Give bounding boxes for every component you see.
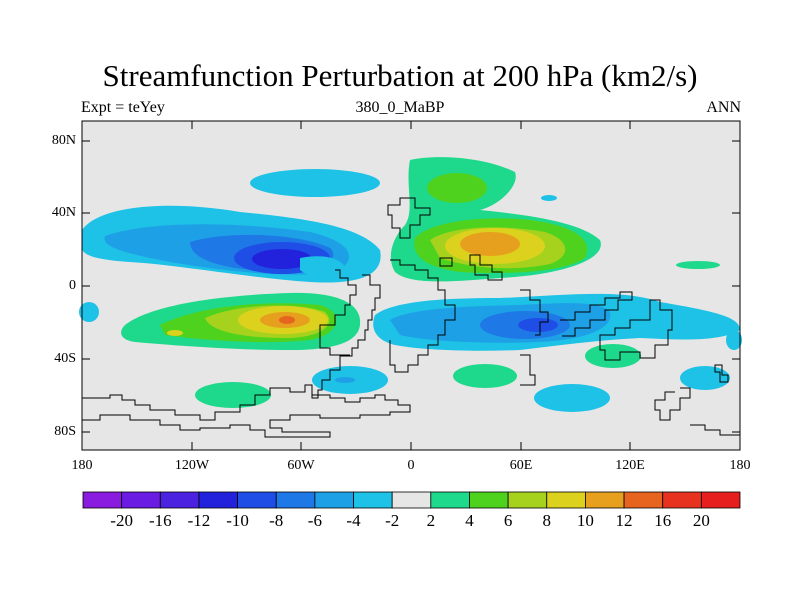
coastline-new-zealand bbox=[714, 364, 729, 383]
colorbar-label: 10 bbox=[576, 511, 594, 530]
contour-fills bbox=[79, 157, 742, 412]
colorbar-swatch bbox=[585, 491, 625, 509]
colorbar-swatch bbox=[700, 491, 741, 509]
colorbar-label: 4 bbox=[465, 511, 474, 530]
colorbar-label: -8 bbox=[269, 511, 284, 530]
colorbar-swatch bbox=[353, 491, 393, 509]
colorbar bbox=[82, 491, 741, 509]
lat-label-40n: 40N bbox=[51, 205, 76, 220]
colorbar-swatch bbox=[237, 491, 277, 509]
colorbar-swatch bbox=[275, 491, 316, 509]
coastline-south-america bbox=[311, 274, 381, 399]
contour-pos-south-indian bbox=[453, 364, 517, 388]
colorbar-label: -20 bbox=[110, 511, 133, 530]
contour-neg-north-pacific bbox=[250, 169, 380, 197]
colorbar-label: 20 bbox=[692, 511, 710, 530]
contour-pos-small-west bbox=[167, 330, 183, 336]
lat-label-eq: 0 bbox=[69, 278, 76, 293]
coastline-central-america bbox=[319, 269, 357, 356]
colorbar-label: 8 bbox=[542, 511, 552, 530]
coastline-east-coast bbox=[520, 354, 536, 386]
colorbar-label: -6 bbox=[307, 511, 322, 530]
lon-label-180w: 180 bbox=[71, 458, 93, 473]
coastline-africa bbox=[389, 259, 456, 373]
contour-pos-south-australia bbox=[585, 344, 641, 368]
contour-neg-band-north-east bbox=[300, 256, 346, 279]
colorbar-label: -16 bbox=[148, 511, 172, 530]
contour-pos-south-atlantic bbox=[195, 382, 271, 408]
contour-neg-indian-ocean-l4 bbox=[518, 318, 558, 332]
plot-title: Streamfunction Perturbation at 200 hPa (… bbox=[102, 58, 698, 93]
contour-pos-east-pacific bbox=[676, 261, 720, 269]
experiment-label: Expt = teYey bbox=[81, 99, 165, 116]
contour-pos-eurasia-north-l2 bbox=[427, 173, 487, 203]
coastlines bbox=[82, 197, 740, 438]
contour-neg-atlantic-core bbox=[335, 377, 355, 383]
colorbar-label: 6 bbox=[503, 511, 513, 530]
coastline-arabia bbox=[469, 254, 503, 281]
axis-ticks bbox=[82, 121, 740, 450]
lat-label-80n: 80N bbox=[51, 133, 76, 148]
lat-label-80s: 80S bbox=[54, 424, 76, 439]
coastline-antarctica-east bbox=[690, 424, 740, 436]
colorbar-label: 12 bbox=[615, 511, 633, 530]
coastline-asia-india bbox=[520, 289, 549, 336]
coastline-maritime bbox=[560, 291, 633, 337]
lon-label-60w: 60W bbox=[287, 458, 315, 473]
contour-pos-eurasia-l5 bbox=[460, 232, 520, 256]
colorbar-label: -2 bbox=[385, 511, 400, 530]
colorbar-label: 2 bbox=[426, 511, 436, 530]
lon-label-180e: 180 bbox=[729, 458, 751, 473]
colorbar-swatch bbox=[121, 491, 161, 509]
colorbar-swatch bbox=[662, 491, 702, 509]
lon-label-120e: 120E bbox=[615, 458, 645, 473]
coastline-south-pacific-edge bbox=[654, 387, 691, 421]
coastline-tibet-small bbox=[439, 257, 453, 267]
coastline-antarctica bbox=[82, 384, 411, 438]
season-label: ANN bbox=[706, 99, 741, 116]
contour-neg-east-edge bbox=[726, 330, 742, 350]
colorbar-swatch bbox=[507, 491, 548, 509]
colorbar-label: -4 bbox=[346, 511, 361, 530]
lon-label-60e: 60E bbox=[509, 458, 533, 473]
colorbar-swatch bbox=[391, 491, 432, 509]
colorbar-swatch bbox=[430, 491, 470, 509]
colorbar-swatch bbox=[469, 491, 509, 509]
colorbar-swatch bbox=[198, 491, 238, 509]
colorbar-swatch bbox=[546, 491, 586, 509]
contour-neg-west-edge bbox=[79, 302, 99, 322]
colorbar-label: -12 bbox=[187, 511, 211, 530]
contour-neg-core-north-l5 bbox=[252, 249, 312, 269]
contour-pos-core-south-l6 bbox=[279, 316, 295, 324]
colorbar-swatch bbox=[314, 491, 354, 509]
lon-label-120w: 120W bbox=[174, 458, 210, 473]
contour-neg-southern-ocean bbox=[534, 384, 610, 412]
period-label: 380_0_MaBP bbox=[355, 99, 445, 116]
colorbar-swatch bbox=[82, 491, 123, 509]
colorbar-swatch bbox=[623, 491, 664, 509]
colorbar-label: 16 bbox=[654, 511, 672, 530]
contour-pos-small-north bbox=[541, 195, 557, 201]
coastline-australia bbox=[599, 299, 673, 361]
map-panel bbox=[79, 120, 742, 451]
coastline-europe bbox=[387, 197, 431, 239]
lon-label-0: 0 bbox=[407, 458, 415, 473]
colorbar-label: -10 bbox=[226, 511, 249, 530]
lat-label-40s: 40S bbox=[54, 351, 76, 366]
colorbar-swatch bbox=[159, 491, 200, 509]
